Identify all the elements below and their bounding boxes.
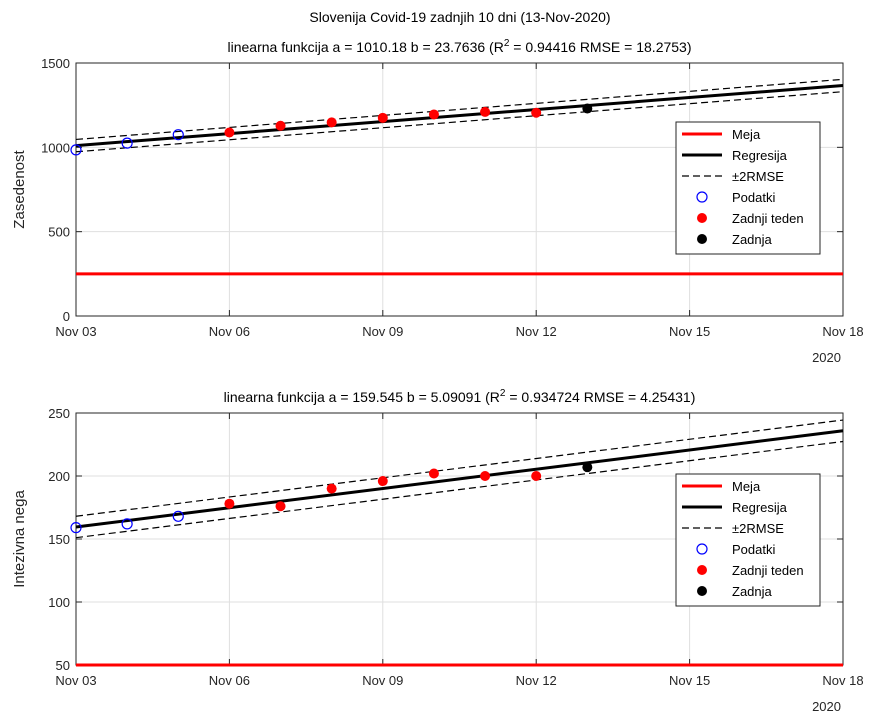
regression-line xyxy=(75,83,844,148)
legend-label: Regresija xyxy=(732,500,788,515)
chart-subtitle: linearna funkcija a = 159.545 b = 5.0909… xyxy=(224,388,696,405)
y-axis-label: Intezivna nega xyxy=(11,490,28,588)
legend-label: Podatki xyxy=(732,190,775,205)
data-point-last-week xyxy=(275,501,286,512)
data-point-open xyxy=(70,522,82,534)
x-tick-label: Nov 15 xyxy=(669,673,710,688)
data-point-open xyxy=(70,144,82,156)
x-tick-label: Nov 06 xyxy=(209,673,250,688)
legend-label: Meja xyxy=(732,127,761,142)
data-point-open xyxy=(121,518,133,530)
y-tick-label: 250 xyxy=(48,406,70,421)
data-point-last-week xyxy=(275,120,286,131)
legend-label: Zadnji teden xyxy=(732,211,804,226)
legend-label: Regresija xyxy=(732,148,788,163)
y-axis-label: Zasedenost xyxy=(11,149,28,228)
legend-label: Zadnji teden xyxy=(732,563,804,578)
y-tick-label: 150 xyxy=(48,532,70,547)
legend-swatch-data xyxy=(696,543,708,555)
legend-swatch-last-week xyxy=(697,213,707,223)
axes-box xyxy=(75,62,844,317)
x-tick-label: Nov 03 xyxy=(55,673,96,688)
legend-label: ±2RMSE xyxy=(732,169,784,184)
rmse-band-upper xyxy=(75,78,844,141)
legend-label: ±2RMSE xyxy=(732,521,784,536)
rmse-band-upper xyxy=(75,419,844,517)
y-tick-label: 200 xyxy=(48,469,70,484)
legend-box xyxy=(675,473,821,607)
y-tick-label: 1000 xyxy=(41,140,70,155)
legend-box xyxy=(675,121,821,255)
rmse-band-lower xyxy=(75,91,844,153)
data-point-open xyxy=(121,137,133,149)
regression-line xyxy=(75,429,844,529)
data-point-last-week xyxy=(531,107,542,118)
x-tick-label: Nov 12 xyxy=(516,673,557,688)
subtitle-superscript: 2 xyxy=(500,388,506,399)
legend-label: Zadnja xyxy=(732,232,773,247)
data-point-last-week xyxy=(224,498,235,509)
x-tick-label: Nov 09 xyxy=(362,324,403,339)
data-point-last-week xyxy=(428,109,439,120)
data-point-last-week xyxy=(377,476,388,487)
chart-top: linearna funkcija a = 1010.18 b = 23.763… xyxy=(11,38,864,365)
legend-swatch-last-week xyxy=(697,565,707,575)
subtitle-prefix: linearna funkcija a = 1010.18 b = 23.763… xyxy=(228,39,504,55)
subtitle-superscript: 2 xyxy=(504,38,510,49)
x-year-label: 2020 xyxy=(812,699,841,714)
legend-swatch-data xyxy=(696,191,708,203)
y-tick-label: 0 xyxy=(63,309,70,324)
data-point-open xyxy=(172,510,184,522)
x-tick-label: Nov 09 xyxy=(362,673,403,688)
legend-label: Podatki xyxy=(732,542,775,557)
y-tick-label: 1500 xyxy=(41,56,70,71)
chart-subtitle: linearna funkcija a = 1010.18 b = 23.763… xyxy=(228,38,692,55)
data-point-last-week xyxy=(428,468,439,479)
rmse-band-lower xyxy=(75,440,844,539)
legend-label: Meja xyxy=(732,479,761,494)
legend-swatch-last xyxy=(697,586,707,596)
data-point-last xyxy=(582,462,593,473)
y-tick-label: 500 xyxy=(48,225,70,240)
subtitle-suffix: = 0.934724 RMSE = 4.25431) xyxy=(505,389,695,405)
subtitle-prefix: linearna funkcija a = 159.545 b = 5.0909… xyxy=(224,389,500,405)
figure-title: Slovenija Covid-19 zadnjih 10 dni (13-No… xyxy=(309,9,610,25)
data-point-last-week xyxy=(480,471,491,481)
x-tick-label: Nov 03 xyxy=(55,324,96,339)
y-tick-label: 50 xyxy=(56,658,70,673)
x-tick-label: Nov 06 xyxy=(209,324,250,339)
x-tick-label: Nov 15 xyxy=(669,324,710,339)
data-point-open xyxy=(172,129,184,141)
x-tick-label: Nov 12 xyxy=(516,324,557,339)
data-point-last-week xyxy=(326,117,337,128)
data-point-last-week xyxy=(224,127,235,138)
x-tick-label: Nov 18 xyxy=(822,673,863,688)
y-tick-label: 100 xyxy=(48,595,70,610)
data-point-last-week xyxy=(531,471,542,481)
x-year-label: 2020 xyxy=(812,350,841,365)
subtitle-suffix: = 0.94416 RMSE = 18.2753) xyxy=(509,39,691,55)
legend-swatch-last xyxy=(697,234,707,244)
data-point-last-week xyxy=(377,112,388,123)
data-point-last-week xyxy=(326,483,337,494)
chart-bottom: linearna funkcija a = 159.545 b = 5.0909… xyxy=(11,388,864,714)
legend-label: Zadnja xyxy=(732,584,773,599)
data-point-last xyxy=(582,103,593,114)
x-tick-label: Nov 18 xyxy=(822,324,863,339)
data-point-last-week xyxy=(480,106,491,117)
